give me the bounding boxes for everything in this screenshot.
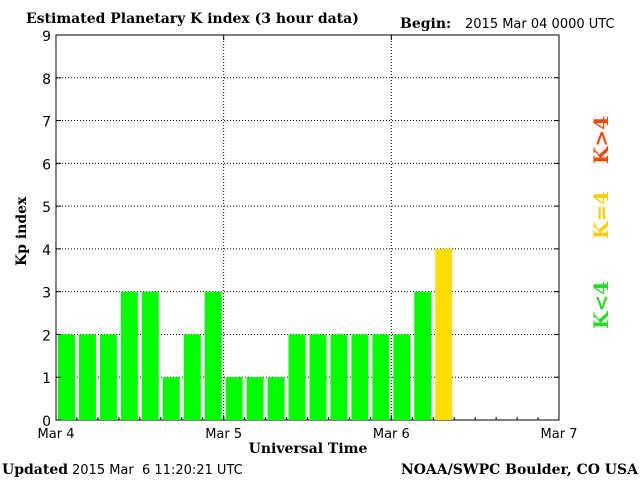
source-credit: NOAA/SWPC Boulder, CO USA bbox=[401, 462, 639, 478]
x-tick-label: Mar 5 bbox=[205, 427, 242, 442]
kp-bar bbox=[58, 334, 75, 420]
kp-bar bbox=[435, 248, 453, 420]
plot-frame bbox=[55, 34, 560, 421]
y-tick-label: 6 bbox=[42, 157, 51, 173]
legend: K<4 K=4 K>4 bbox=[589, 116, 613, 329]
grid-layer bbox=[56, 35, 559, 420]
kp-bar bbox=[141, 291, 159, 420]
y-tick-label: 7 bbox=[42, 115, 51, 131]
kp-bar bbox=[183, 334, 201, 420]
begin-label: Begin: bbox=[400, 16, 451, 32]
legend-item: K<4 bbox=[589, 281, 613, 329]
y-tick-label: 2 bbox=[42, 328, 51, 344]
y-tick-label: 4 bbox=[42, 243, 51, 259]
legend-item: K>4 bbox=[589, 116, 613, 164]
x-tick-label: Mar 6 bbox=[373, 427, 410, 442]
kp-bar bbox=[351, 334, 369, 420]
y-tick-label: 1 bbox=[42, 371, 51, 387]
x-axis-label: Universal Time bbox=[249, 441, 368, 457]
kp-bar bbox=[99, 334, 117, 420]
y-tick-label: 5 bbox=[42, 200, 51, 216]
updated-label: Updated bbox=[2, 462, 68, 478]
legend-item: K=4 bbox=[589, 191, 613, 239]
bar-layer bbox=[58, 248, 453, 420]
updated-value: 2015 Mar 6 11:20:21 UTC bbox=[72, 463, 243, 478]
y-tick-label: 0 bbox=[42, 414, 51, 430]
x-axis-ticks: Mar 4 Mar 5 Mar 6 Mar 7 bbox=[38, 35, 578, 442]
x-tick-label: Mar 4 bbox=[38, 427, 75, 442]
kp-bar bbox=[204, 291, 222, 420]
chart-title: Estimated Planetary K index (3 hour data… bbox=[26, 11, 359, 27]
kp-bar bbox=[120, 291, 138, 420]
x-tick-label: Mar 7 bbox=[541, 427, 578, 442]
y-tick-label: 3 bbox=[42, 286, 51, 302]
kp-bar bbox=[162, 377, 180, 420]
kp-bar bbox=[78, 334, 96, 420]
kp-bar bbox=[225, 377, 243, 420]
kp-bar bbox=[288, 334, 306, 420]
kp-bar bbox=[309, 334, 327, 420]
y-tick-label: 8 bbox=[42, 72, 51, 88]
y-tick-label: 9 bbox=[42, 29, 51, 45]
kp-bar bbox=[414, 291, 432, 420]
kp-bar bbox=[393, 334, 411, 420]
kp-bar bbox=[372, 334, 390, 420]
y-axis-ticks: 0 1 2 3 4 5 6 7 8 9 bbox=[42, 29, 559, 430]
kp-bar bbox=[330, 334, 348, 420]
y-axis-label: Kp index bbox=[14, 196, 30, 266]
kp-bar bbox=[246, 377, 264, 420]
begin-value: 2015 Mar 04 0000 UTC bbox=[465, 17, 615, 32]
kp-bar bbox=[267, 377, 285, 420]
